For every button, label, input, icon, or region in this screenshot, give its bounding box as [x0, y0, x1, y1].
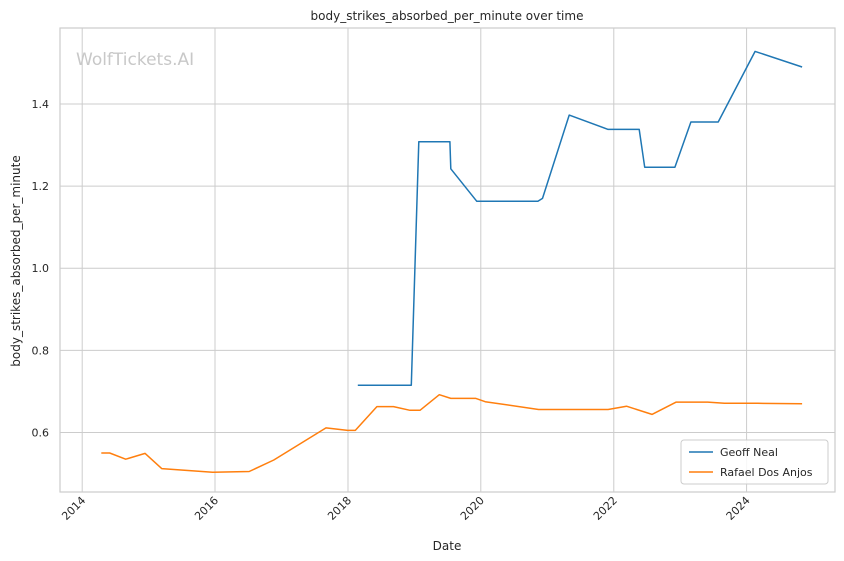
series-layer [101, 50, 803, 474]
series-line-rafael-dos-anjos [101, 393, 803, 474]
x-tick-label: 2016 [192, 494, 221, 523]
x-tick-label: 2018 [325, 494, 354, 523]
grid-layer [60, 28, 835, 492]
y-axis-label: body_strikes_absorbed_per_minute [9, 155, 23, 366]
watermark-text: WolfTickets.AI [76, 50, 194, 70]
y-tick-label: 0.6 [32, 426, 50, 439]
legend-box [680, 439, 829, 485]
x-tick-label: 2022 [591, 494, 620, 523]
y-tick-label: 1.4 [32, 98, 50, 111]
y-axis-ticks: 0.6 0.8 1.0 1.2 1.4 [32, 98, 50, 439]
y-tick-label: 0.8 [32, 344, 50, 357]
x-axis-label: Date [433, 539, 462, 553]
y-tick-label: 1.0 [32, 262, 50, 275]
x-tick-label: 2014 [59, 494, 88, 523]
y-tick-label: 1.2 [32, 180, 50, 193]
series-line-geoff-neal [357, 50, 803, 386]
chart-title: body_strikes_absorbed_per_minute over ti… [311, 9, 584, 23]
legend-label-geoff-neal: Geoff Neal [720, 446, 778, 459]
legend-label-rafael-dos-anjos: Rafael Dos Anjos [720, 466, 813, 479]
legend: Geoff Neal Rafael Dos Anjos [680, 439, 829, 485]
x-axis-ticks: 2014 2016 2018 2020 2022 2024 [59, 494, 752, 523]
x-tick-label: 2024 [724, 494, 753, 523]
plot-frame [59, 27, 836, 493]
x-tick-label: 2020 [458, 494, 487, 523]
